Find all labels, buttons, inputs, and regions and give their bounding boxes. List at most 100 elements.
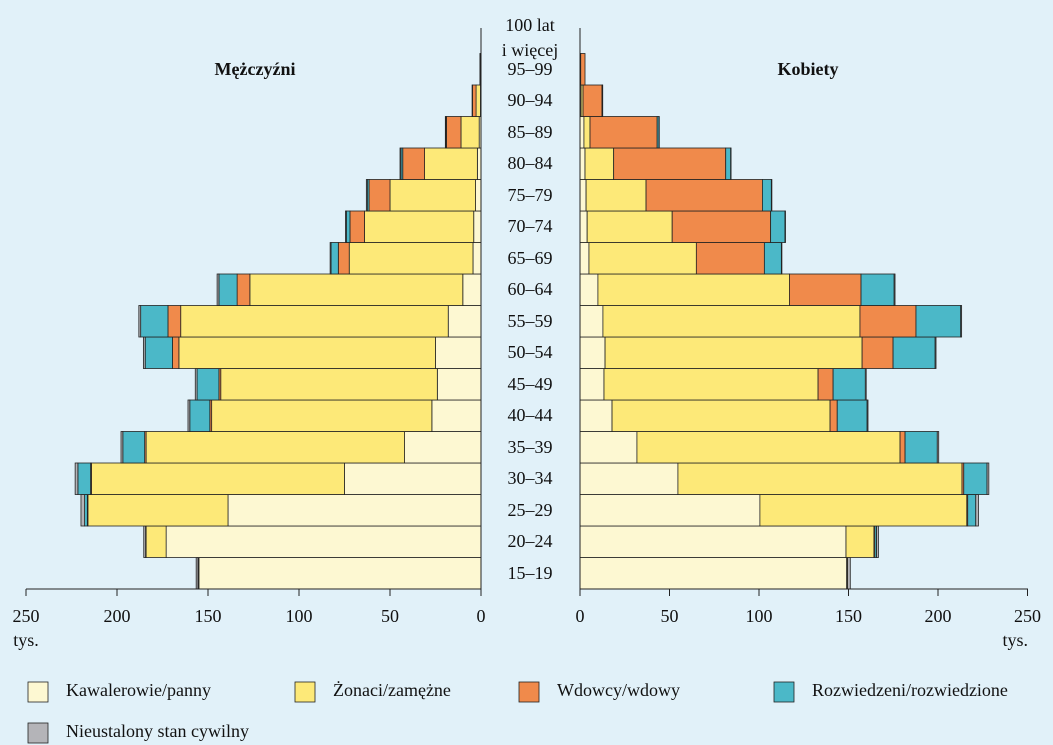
bar-segment (613, 147, 727, 180)
bar-segment (579, 242, 590, 275)
bar-segment (579, 273, 599, 306)
bar-segment (84, 494, 88, 527)
bar-segment (584, 147, 615, 180)
bar-segment (759, 494, 968, 527)
bar-segment (436, 368, 482, 401)
bar-segment (579, 431, 638, 464)
category-label: 25–29 (507, 499, 553, 520)
category-label: 35–39 (507, 436, 553, 457)
legend-label: Nieustalony stan cywilny (66, 721, 249, 741)
bar-segment (348, 242, 474, 275)
x-tick-label: 150 (835, 606, 862, 626)
bar-segment (145, 431, 405, 464)
x-unit: tys. (13, 630, 39, 650)
bar-segment (915, 305, 962, 338)
bar-segment (195, 557, 199, 590)
bar-segment (579, 147, 586, 180)
bar-segment (74, 462, 79, 495)
bar-segment (583, 116, 591, 149)
bar-segment (227, 494, 482, 527)
bar-segment (198, 557, 482, 590)
bar-segment (349, 210, 365, 243)
category-label: 70–74 (507, 216, 553, 237)
bar-segment (399, 147, 402, 180)
legend-swatch (294, 681, 316, 703)
bar-segment (579, 116, 585, 149)
x-tick-label: 250 (1014, 606, 1041, 626)
bar-segment (770, 210, 786, 243)
category-label: 80–84 (507, 153, 553, 174)
x-tick-label: 200 (925, 606, 952, 626)
bar-segment (473, 210, 482, 243)
bar-segment (588, 242, 697, 275)
bar-segment (899, 431, 906, 464)
bar-segment (462, 273, 482, 306)
bar-segment (770, 179, 773, 212)
legend-label: Żonaci/zamężne (333, 680, 451, 700)
bar-segment (475, 179, 482, 212)
bar-segment (586, 210, 673, 243)
bar-segment (579, 494, 761, 527)
bar-segment (194, 368, 198, 401)
bar-segment (337, 242, 350, 275)
bar-segment (579, 368, 605, 401)
bar-segment (860, 273, 895, 306)
bar-segment (460, 116, 480, 149)
bar-segment (784, 210, 786, 243)
x-tick-label: 50 (381, 606, 399, 626)
category-label: 85–89 (507, 121, 553, 142)
bar-segment (404, 431, 482, 464)
bar-segment (861, 336, 894, 369)
bar-segment (936, 431, 940, 464)
bar-segment (187, 399, 191, 432)
bar-segment (589, 116, 658, 149)
x-tick-label: 150 (195, 606, 222, 626)
bar-segment (602, 305, 861, 338)
bar-segment (368, 179, 391, 212)
bar-segment (476, 147, 482, 180)
bar-segment (836, 399, 868, 432)
bar-segment (904, 431, 938, 464)
bar-segment (975, 494, 979, 527)
bar-segment (725, 147, 732, 180)
bar-segment (645, 179, 763, 212)
bar-segment (329, 242, 332, 275)
bar-segment (864, 368, 867, 401)
bar-segment (165, 525, 482, 558)
bar-segment (604, 336, 863, 369)
bar-segment (122, 431, 146, 464)
category-label: 55–59 (507, 310, 553, 331)
x-tick-label: 200 (104, 606, 131, 626)
bar-segment (424, 147, 478, 180)
bar-segment (579, 305, 604, 338)
bar-segment (859, 305, 917, 338)
bar-segment (444, 116, 447, 149)
bar-segment (866, 399, 869, 432)
category-label: 75–79 (507, 184, 553, 205)
x-tick-label: 0 (576, 606, 585, 626)
bar-segment (677, 462, 963, 495)
bar-segment (145, 525, 167, 558)
bar-segment (611, 399, 831, 432)
legend-label: Rozwiedzeni/rozwiedzione (812, 680, 1008, 700)
bar-segment (960, 305, 963, 338)
category-label: 100 lat i więcej (501, 14, 559, 60)
bar-segment (364, 210, 475, 243)
bar-segment (579, 525, 847, 558)
bar-segment (236, 273, 251, 306)
bar-segment (216, 273, 220, 306)
bar-segment (986, 462, 990, 495)
bar-segment (579, 462, 679, 495)
bar-segment (330, 242, 339, 275)
category-label: 90–94 (507, 90, 553, 111)
x-tick-label: 100 (746, 606, 773, 626)
x-tick-label: 100 (286, 606, 313, 626)
x-tick-label: 250 (13, 606, 40, 626)
bar-segment (585, 179, 647, 212)
category-label: 15–19 (507, 562, 553, 583)
bar-segment (77, 462, 92, 495)
bar-segment (431, 399, 482, 432)
bar-segment (579, 336, 606, 369)
bar-segment (579, 557, 848, 590)
